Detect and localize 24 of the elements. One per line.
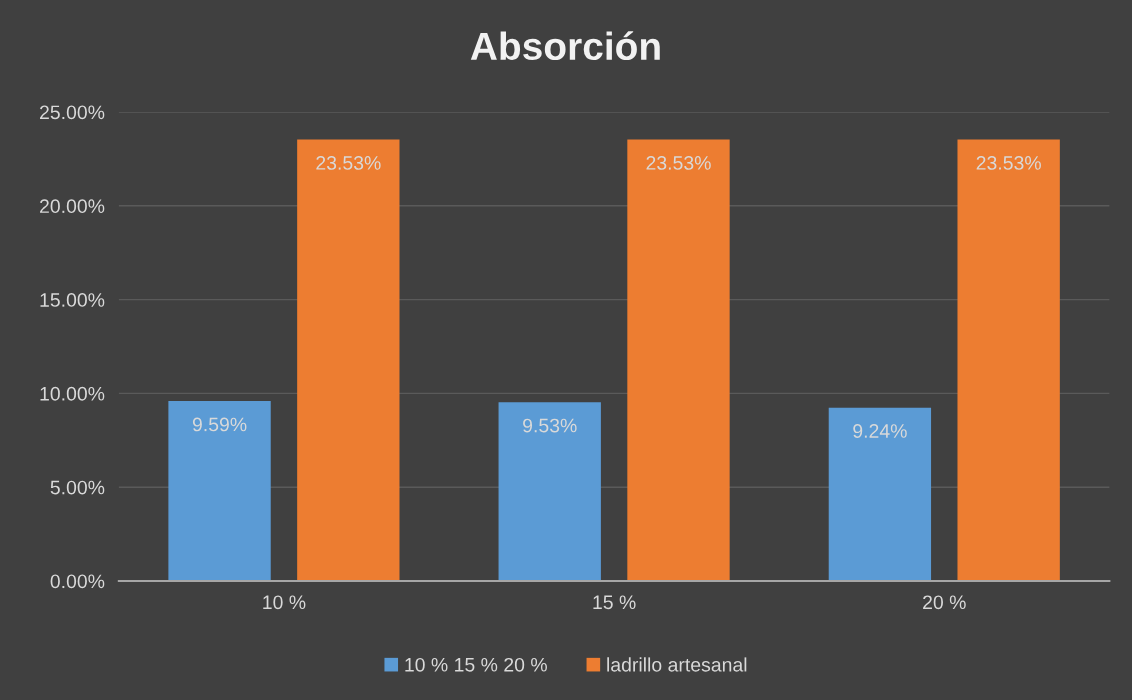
bar	[168, 401, 271, 581]
x-tick-label: 20 %	[923, 595, 966, 610]
y-tick-label: 20.00%	[40, 199, 105, 214]
bar	[957, 139, 1060, 581]
y-tick-label: 25.00%	[40, 105, 105, 120]
x-tick-label: 15 %	[593, 595, 636, 610]
bar	[828, 407, 932, 581]
y-tick-label: 5.00%	[50, 480, 105, 495]
y-tick-label: 0.00%	[50, 574, 105, 589]
bar	[498, 402, 601, 581]
data-label: 23.53%	[316, 156, 381, 170]
bar	[627, 139, 730, 581]
bar	[297, 139, 400, 581]
data-label: 23.53%	[646, 156, 711, 170]
y-tick-label: 15.00%	[40, 293, 105, 307]
data-label: 9.24%	[853, 424, 907, 438]
legend-label: 10 % 15 % 20 %	[405, 657, 547, 672]
data-label: 9.53%	[523, 418, 577, 433]
x-tick-label: 10 %	[263, 595, 306, 610]
chart-title: Absorción	[470, 31, 660, 61]
data-label: 23.53%	[976, 156, 1041, 170]
data-label: 9.59%	[192, 417, 247, 432]
y-tick-label: 10.00%	[40, 386, 105, 401]
legend-label: ladrillo artesanal	[607, 657, 747, 672]
